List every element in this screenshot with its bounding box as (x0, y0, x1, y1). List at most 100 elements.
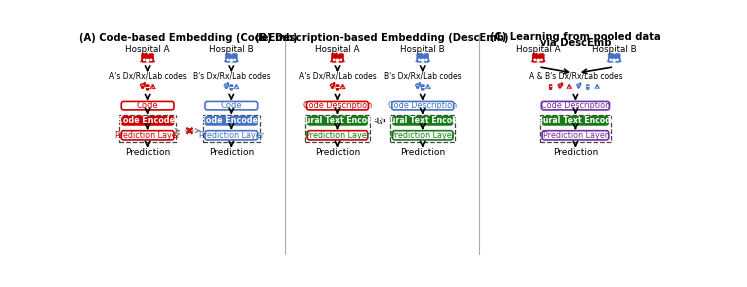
FancyBboxPatch shape (568, 84, 570, 86)
FancyBboxPatch shape (205, 116, 258, 125)
FancyBboxPatch shape (537, 59, 539, 62)
Circle shape (569, 87, 570, 88)
FancyBboxPatch shape (418, 59, 421, 61)
Text: Prediction: Prediction (400, 148, 445, 157)
Bar (119, 115, 176, 142)
FancyBboxPatch shape (608, 54, 620, 62)
Text: Hospital B: Hospital B (592, 44, 636, 54)
Text: Neural Text Encoder: Neural Text Encoder (293, 116, 382, 125)
FancyBboxPatch shape (421, 59, 424, 61)
Text: A & B's Dx/Rx/Lab codes: A & B's Dx/Rx/Lab codes (529, 71, 622, 81)
Text: Prediction Layer: Prediction Layer (115, 131, 180, 140)
Circle shape (228, 82, 229, 84)
Text: Neural Text Encoder: Neural Text Encoder (378, 116, 467, 125)
Circle shape (343, 87, 344, 88)
Text: Hospital A: Hospital A (315, 44, 360, 54)
Polygon shape (185, 128, 193, 133)
FancyBboxPatch shape (230, 59, 232, 62)
FancyBboxPatch shape (227, 59, 229, 61)
FancyBboxPatch shape (205, 131, 258, 140)
Circle shape (577, 86, 580, 88)
Text: Code Encoder: Code Encoder (117, 116, 179, 125)
Bar (540, 115, 611, 142)
Polygon shape (234, 86, 239, 89)
Polygon shape (595, 86, 600, 88)
FancyBboxPatch shape (149, 59, 152, 61)
FancyBboxPatch shape (417, 54, 429, 62)
FancyBboxPatch shape (421, 89, 424, 90)
FancyBboxPatch shape (542, 131, 609, 140)
Circle shape (225, 86, 228, 89)
FancyBboxPatch shape (146, 89, 149, 90)
Polygon shape (150, 86, 155, 89)
Circle shape (568, 87, 569, 88)
FancyBboxPatch shape (341, 84, 344, 86)
Text: Neural Text Encoder: Neural Text Encoder (531, 116, 620, 125)
FancyBboxPatch shape (230, 89, 233, 90)
FancyBboxPatch shape (596, 84, 598, 86)
FancyBboxPatch shape (542, 101, 610, 110)
FancyBboxPatch shape (235, 84, 238, 86)
Text: Hospital B: Hospital B (209, 44, 254, 54)
Text: Prediction Layer: Prediction Layer (390, 131, 456, 140)
Polygon shape (415, 51, 430, 62)
FancyBboxPatch shape (421, 59, 424, 62)
FancyBboxPatch shape (392, 131, 453, 140)
FancyBboxPatch shape (307, 116, 368, 125)
Text: Prediction: Prediction (553, 148, 598, 157)
Text: (A) Code-based Embedding (CodeEmb): (A) Code-based Embedding (CodeEmb) (78, 33, 297, 43)
FancyBboxPatch shape (307, 131, 368, 140)
FancyBboxPatch shape (537, 59, 539, 61)
FancyBboxPatch shape (146, 84, 149, 89)
FancyBboxPatch shape (121, 116, 174, 125)
Circle shape (334, 82, 335, 84)
Text: A's Dx/Rx/Lab codes: A's Dx/Rx/Lab codes (299, 71, 376, 81)
Circle shape (237, 87, 238, 88)
Text: Code Encoder: Code Encoder (200, 116, 262, 125)
Polygon shape (567, 86, 571, 88)
Text: Prediction Layer: Prediction Layer (305, 131, 370, 140)
FancyBboxPatch shape (549, 84, 552, 88)
FancyBboxPatch shape (226, 54, 238, 62)
Polygon shape (607, 51, 622, 62)
FancyBboxPatch shape (421, 84, 424, 89)
FancyBboxPatch shape (340, 59, 342, 61)
Text: Prediction Layer: Prediction Layer (199, 131, 264, 140)
FancyBboxPatch shape (230, 59, 232, 61)
Circle shape (419, 82, 421, 84)
FancyBboxPatch shape (586, 88, 589, 90)
FancyBboxPatch shape (143, 59, 146, 61)
FancyBboxPatch shape (332, 54, 344, 62)
FancyBboxPatch shape (205, 101, 258, 110)
FancyBboxPatch shape (306, 101, 368, 110)
FancyBboxPatch shape (333, 59, 335, 61)
Text: Code Description: Code Description (303, 101, 372, 110)
FancyBboxPatch shape (121, 131, 174, 140)
FancyBboxPatch shape (613, 59, 616, 62)
FancyBboxPatch shape (336, 84, 339, 89)
Circle shape (580, 83, 581, 84)
FancyBboxPatch shape (391, 101, 453, 110)
Circle shape (561, 83, 562, 84)
FancyBboxPatch shape (542, 116, 609, 125)
Text: Hospital B: Hospital B (400, 44, 445, 54)
Text: (C) Learning from pooled data: (C) Learning from pooled data (490, 32, 661, 42)
Text: Code Description: Code Description (388, 101, 457, 110)
FancyBboxPatch shape (146, 59, 149, 62)
Text: B's Dx/Rx/Lab codes: B's Dx/Rx/Lab codes (384, 71, 462, 81)
Circle shape (141, 86, 144, 89)
FancyBboxPatch shape (336, 89, 339, 90)
Text: Code: Code (137, 101, 158, 110)
Circle shape (596, 87, 597, 88)
FancyBboxPatch shape (142, 54, 154, 62)
Text: Hospital A: Hospital A (125, 44, 170, 54)
FancyBboxPatch shape (392, 116, 453, 125)
FancyBboxPatch shape (586, 84, 589, 88)
Polygon shape (340, 86, 345, 89)
FancyBboxPatch shape (540, 59, 542, 61)
Bar (390, 115, 456, 142)
FancyBboxPatch shape (616, 59, 619, 61)
Text: Prediction: Prediction (125, 148, 170, 157)
Text: Prediction Layer: Prediction Layer (543, 131, 608, 140)
Circle shape (144, 82, 145, 84)
